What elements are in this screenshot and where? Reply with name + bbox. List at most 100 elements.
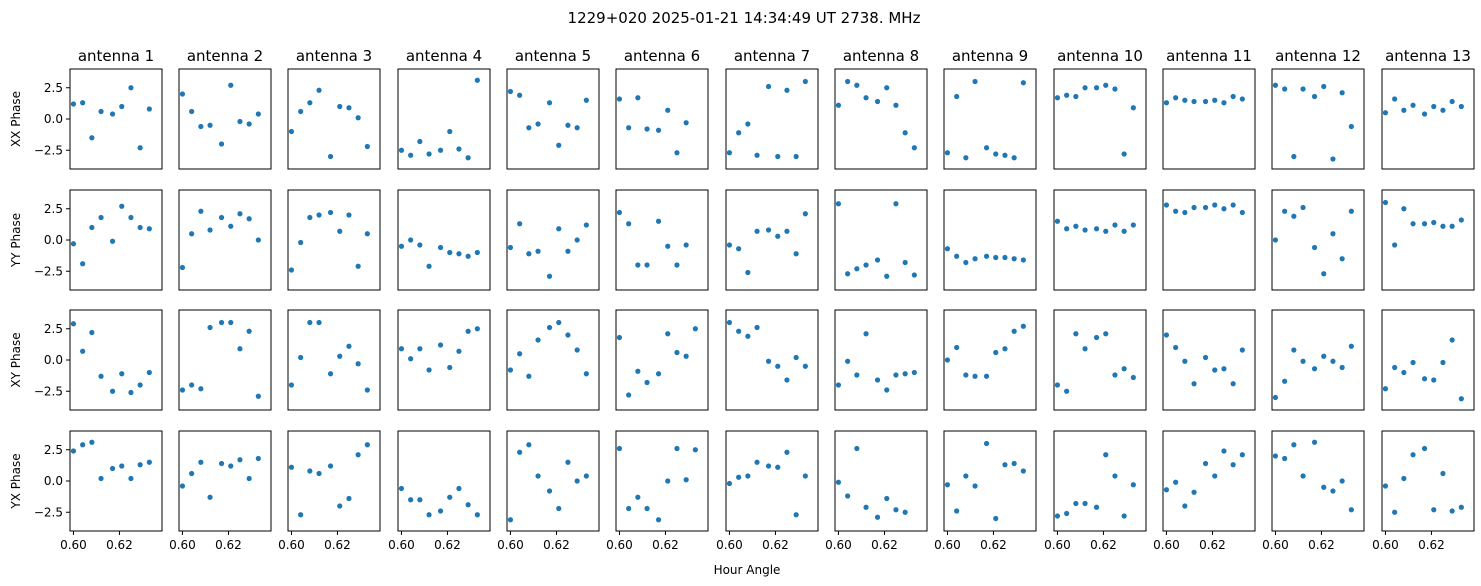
data-point bbox=[89, 329, 95, 336]
data-point bbox=[426, 151, 432, 157]
column-title: antenna 10 bbox=[1057, 47, 1143, 65]
data-point bbox=[674, 445, 680, 452]
data-point bbox=[1002, 254, 1008, 261]
data-point bbox=[983, 253, 990, 259]
data-point bbox=[146, 106, 152, 112]
data-point bbox=[655, 127, 662, 133]
data-point bbox=[1082, 346, 1088, 352]
subplot bbox=[615, 189, 709, 291]
data-point bbox=[228, 223, 234, 229]
x-tick-label: 0.62 bbox=[543, 538, 570, 552]
data-point bbox=[137, 145, 143, 151]
data-point bbox=[854, 372, 860, 378]
data-point bbox=[398, 346, 405, 352]
data-point bbox=[179, 387, 186, 393]
data-point bbox=[207, 324, 213, 331]
data-point bbox=[426, 263, 432, 269]
subplot-frame bbox=[725, 68, 819, 170]
data-point bbox=[237, 457, 243, 463]
data-point bbox=[1458, 217, 1464, 223]
x-tick-label: 0.60 bbox=[497, 538, 524, 552]
data-point bbox=[1020, 468, 1026, 474]
y-tick-label: 0.0 bbox=[44, 233, 63, 247]
data-point bbox=[993, 515, 999, 522]
data-point bbox=[298, 512, 304, 518]
data-point bbox=[983, 145, 990, 151]
data-point bbox=[902, 259, 908, 266]
subplot bbox=[834, 309, 928, 411]
data-point bbox=[1401, 206, 1407, 212]
data-point bbox=[1064, 92, 1070, 98]
subplot bbox=[287, 189, 381, 291]
data-point bbox=[1272, 237, 1279, 243]
data-point bbox=[189, 108, 195, 115]
data-point bbox=[255, 237, 261, 243]
data-point bbox=[417, 242, 423, 248]
data-point bbox=[893, 201, 899, 207]
data-point bbox=[109, 238, 116, 244]
x-tick-label: 0.62 bbox=[762, 538, 789, 552]
data-point bbox=[109, 111, 116, 117]
data-point bbox=[346, 212, 352, 218]
column-title: antenna 3 bbox=[296, 47, 372, 65]
data-point bbox=[1330, 488, 1336, 494]
data-point bbox=[583, 97, 589, 103]
data-point bbox=[337, 353, 343, 359]
data-point bbox=[1330, 156, 1336, 162]
data-point bbox=[674, 262, 680, 268]
data-point bbox=[218, 141, 225, 147]
data-point bbox=[218, 460, 225, 467]
data-point bbox=[802, 363, 808, 369]
data-point bbox=[437, 342, 444, 348]
data-point bbox=[1321, 271, 1327, 277]
data-point bbox=[337, 228, 343, 234]
x-tick-label: 0.60 bbox=[716, 538, 743, 552]
data-point bbox=[1173, 344, 1179, 351]
subplot-frame bbox=[1271, 430, 1365, 532]
data-point bbox=[1020, 323, 1026, 329]
data-point bbox=[1121, 151, 1127, 157]
subplot: 2.5 0.0 −2.5 0.60 0.62 bbox=[34, 430, 163, 552]
data-point bbox=[1300, 204, 1306, 211]
y-tick-label: 0.0 bbox=[44, 353, 63, 367]
data-point bbox=[1064, 226, 1070, 232]
data-point bbox=[237, 346, 243, 352]
data-point bbox=[246, 216, 252, 222]
data-point bbox=[854, 445, 860, 452]
data-point bbox=[1093, 504, 1100, 510]
data-point bbox=[574, 347, 580, 353]
data-point bbox=[1421, 376, 1428, 382]
data-point bbox=[535, 121, 541, 127]
data-point bbox=[137, 462, 143, 468]
data-point bbox=[1103, 82, 1109, 88]
subplot-frame bbox=[943, 68, 1037, 170]
data-point bbox=[1202, 354, 1209, 361]
data-point bbox=[683, 353, 689, 359]
data-point bbox=[993, 254, 999, 261]
data-point bbox=[337, 103, 343, 110]
subplot-frame bbox=[1053, 189, 1147, 291]
data-point bbox=[398, 243, 405, 249]
x-tick-label: 0.62 bbox=[1090, 538, 1117, 552]
data-point bbox=[288, 382, 295, 388]
data-point bbox=[1401, 475, 1407, 482]
subplot bbox=[943, 309, 1037, 411]
data-point bbox=[1011, 155, 1017, 161]
data-point bbox=[1392, 364, 1398, 371]
data-point bbox=[884, 85, 890, 91]
data-point bbox=[1020, 80, 1026, 86]
subplot-frame bbox=[615, 430, 709, 532]
data-point bbox=[1173, 208, 1179, 214]
data-point bbox=[944, 246, 951, 252]
data-point bbox=[775, 153, 781, 160]
column-title: antenna 4 bbox=[406, 47, 482, 65]
data-point bbox=[346, 495, 352, 502]
data-point bbox=[863, 95, 869, 101]
data-point bbox=[1291, 347, 1297, 353]
data-point bbox=[574, 478, 580, 484]
data-point bbox=[437, 508, 444, 514]
data-point bbox=[1339, 256, 1345, 262]
subplot: 2.5 0.0 −2.5 bbox=[34, 68, 163, 170]
data-point bbox=[70, 101, 77, 107]
data-point bbox=[535, 473, 541, 479]
